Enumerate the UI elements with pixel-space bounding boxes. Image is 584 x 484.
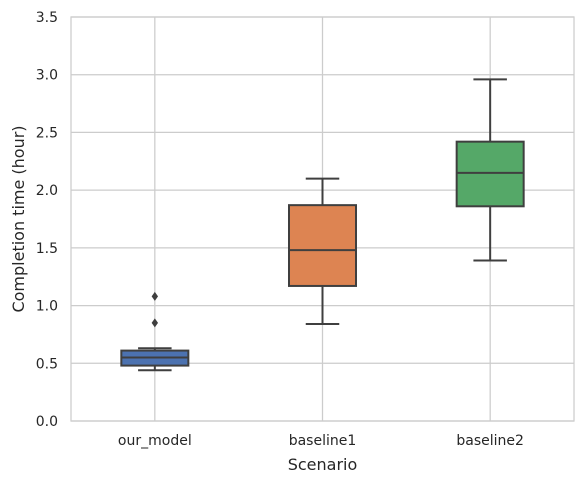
y-tick-label: 1.0: [36, 299, 58, 315]
y-tick-label: 1.5: [36, 241, 58, 257]
outlier-point: [151, 291, 159, 301]
box-baseline1: [288, 177, 357, 326]
box-baseline2: [455, 78, 525, 262]
y-tick-label: 0.0: [36, 414, 58, 430]
iqr-box: [288, 204, 357, 287]
outlier-point: [151, 318, 159, 328]
box-our_model: [120, 291, 190, 372]
y-axis-label: Completion time (hour): [9, 125, 28, 312]
y-tick-labels: 0.0 0.5 1.0 1.5 2.0 2.5 3.0 3.5: [36, 10, 58, 430]
y-tick-label: 3.5: [36, 10, 58, 26]
x-tick-label-baseline2: baseline2: [456, 433, 524, 449]
y-tick-label: 2.5: [36, 125, 58, 141]
x-axis-label: Scenario: [288, 455, 358, 474]
box-series: [120, 78, 525, 372]
x-tick-labels: our_model baseline1 baseline2: [118, 433, 524, 449]
y-tick-label: 2.0: [36, 183, 58, 199]
x-tick-label-baseline1: baseline1: [289, 433, 357, 449]
y-tick-label: 0.5: [36, 356, 58, 372]
x-tick-label-our_model: our_model: [118, 433, 192, 449]
plot-frame: [70, 16, 575, 422]
iqr-box: [455, 140, 525, 208]
y-tick-label: 3.0: [36, 68, 58, 84]
